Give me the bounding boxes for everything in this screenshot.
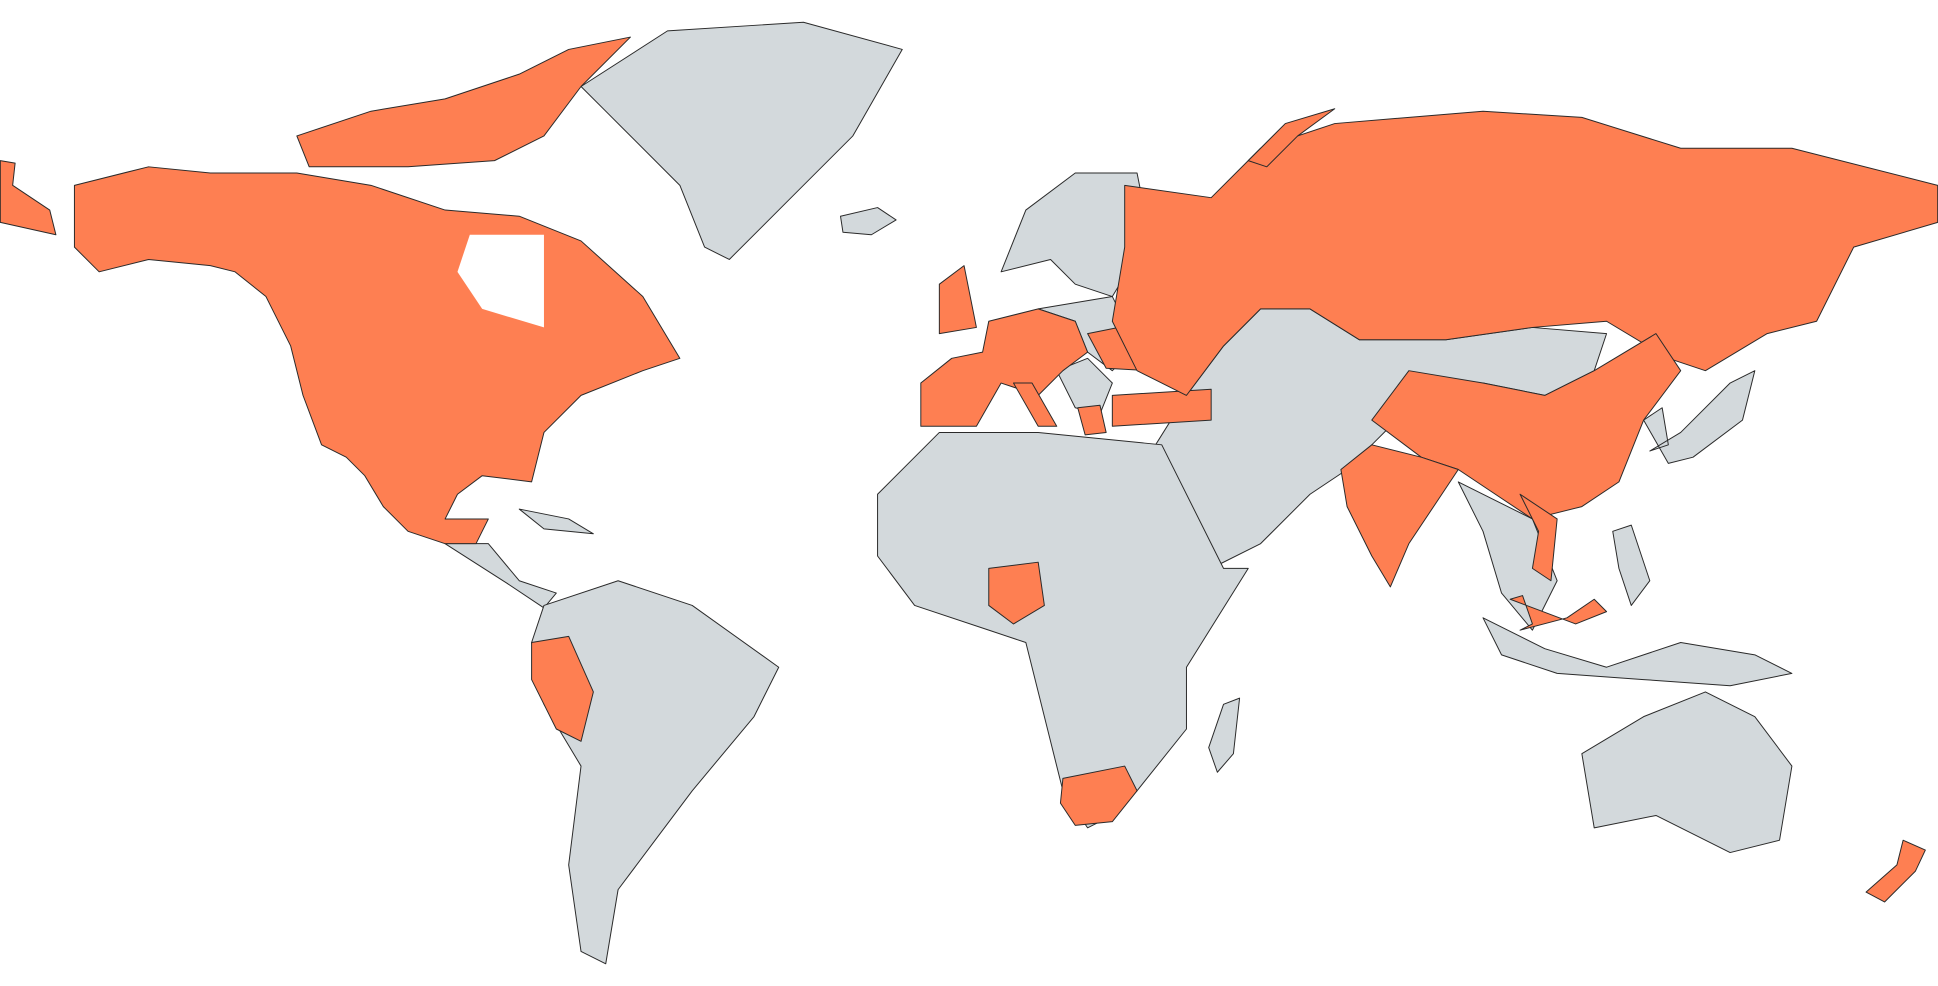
greenland [580,21,903,260]
south-africa [1059,765,1138,826]
india [1340,444,1459,588]
vietnam [1519,493,1558,582]
japan-korea [1643,370,1756,464]
western-europe [920,308,1089,427]
hudson-bay [457,234,544,328]
greece [1077,404,1107,436]
philippines [1612,524,1651,606]
united-kingdom [938,265,977,335]
australia [1581,691,1793,854]
peru [531,635,594,742]
china [1371,333,1682,520]
malaysia [1509,595,1608,631]
novaya-zemlya [1247,108,1336,168]
arctic-islands [296,36,631,168]
central-america [444,543,557,609]
caribbean [518,508,594,535]
italy [1012,382,1058,427]
madagascar [1208,697,1241,773]
russia [1111,110,1938,396]
alaska-west [0,160,57,236]
nigeria [988,561,1045,625]
turkey [1111,388,1212,427]
indonesia [1482,617,1793,687]
balkans [1056,357,1113,415]
iceland [840,207,897,236]
new-zealand [1865,839,1926,903]
